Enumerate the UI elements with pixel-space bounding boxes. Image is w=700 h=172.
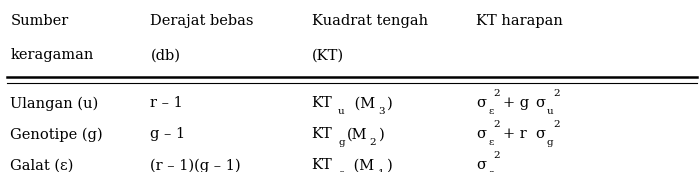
Text: 2: 2: [553, 120, 559, 129]
Text: ε: ε: [489, 108, 494, 116]
Text: σ: σ: [476, 158, 486, 172]
Text: 3: 3: [378, 108, 384, 116]
Text: g – 1: g – 1: [150, 127, 186, 141]
Text: u: u: [338, 108, 344, 116]
Text: 2: 2: [553, 89, 559, 98]
Text: Ulangan (u): Ulangan (u): [10, 96, 99, 111]
Text: ): ): [379, 127, 384, 141]
Text: 2: 2: [494, 120, 500, 129]
Text: KT: KT: [312, 158, 332, 172]
Text: ε: ε: [489, 138, 494, 147]
Text: (M: (M: [349, 158, 374, 172]
Text: e: e: [338, 169, 344, 172]
Text: ): ): [387, 96, 393, 110]
Text: Kuadrat tengah: Kuadrat tengah: [312, 14, 428, 28]
Text: g: g: [338, 138, 344, 147]
Text: KT: KT: [312, 96, 332, 110]
Text: + g: + g: [503, 96, 528, 110]
Text: Derajat bebas: Derajat bebas: [150, 14, 254, 28]
Text: Galat (ε): Galat (ε): [10, 158, 74, 172]
Text: KT harapan: KT harapan: [476, 14, 563, 28]
Text: (r – 1)(g – 1): (r – 1)(g – 1): [150, 158, 241, 172]
Text: r – 1: r – 1: [150, 96, 183, 110]
Text: 2: 2: [370, 138, 376, 147]
Text: Sumber: Sumber: [10, 14, 69, 28]
Text: 2: 2: [494, 151, 500, 160]
Text: KT: KT: [312, 127, 332, 141]
Text: Genotipe (g): Genotipe (g): [10, 127, 103, 142]
Text: ): ): [387, 158, 393, 172]
Text: σ: σ: [535, 96, 545, 110]
Text: keragaman: keragaman: [10, 48, 94, 62]
Text: (db): (db): [150, 48, 181, 62]
Text: (M: (M: [346, 127, 367, 141]
Text: u: u: [547, 108, 553, 116]
Text: ε: ε: [489, 169, 494, 172]
Text: (KT): (KT): [312, 48, 344, 62]
Text: σ: σ: [476, 96, 486, 110]
Text: σ: σ: [476, 127, 486, 141]
Text: 2: 2: [494, 89, 500, 98]
Text: 1: 1: [378, 169, 384, 172]
Text: g: g: [547, 138, 553, 147]
Text: (M: (M: [350, 96, 375, 110]
Text: σ: σ: [535, 127, 545, 141]
Text: + r: + r: [503, 127, 526, 141]
